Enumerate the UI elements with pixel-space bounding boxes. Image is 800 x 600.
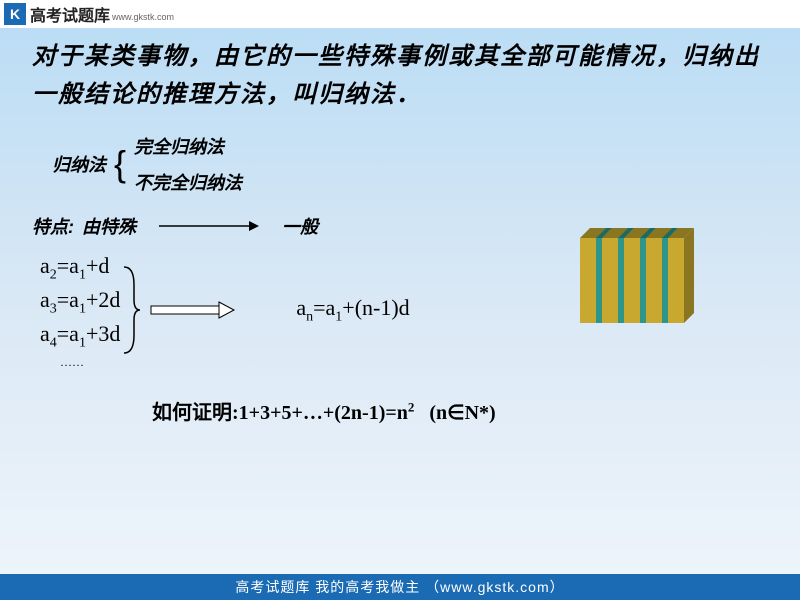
footer-text: 高考试题库 我的高考我做主 （www.gkstk.com） bbox=[235, 577, 564, 597]
header-subtitle: www.gkstk.com bbox=[112, 12, 174, 22]
formula-list: a2=a1+d a3=a1+2d a4=a1+3d …… bbox=[40, 251, 120, 370]
arrow-icon bbox=[154, 216, 264, 236]
definition-text: 对于某类事物，由它的一些特殊事例或其全部可能情况，归纳出一般结论的推理方法，叫归… bbox=[32, 38, 768, 115]
formula-2: a3=a1+2d bbox=[40, 285, 120, 319]
result-formula: an=a1+(n-1)d bbox=[296, 295, 409, 325]
feature-from: 由特殊 bbox=[82, 213, 136, 239]
logo-icon: K bbox=[4, 3, 26, 25]
formula-1: a2=a1+d bbox=[40, 251, 120, 285]
brace-icon: { bbox=[114, 143, 126, 185]
feature-label: 特点: bbox=[32, 213, 74, 239]
right-bracket-icon bbox=[122, 265, 142, 355]
option-incomplete: 不完全归纳法 bbox=[134, 169, 242, 195]
double-arrow-icon bbox=[146, 300, 236, 320]
proof-question: 如何证明:1+3+5+…+(2n-1)=n2 (n∈N*) bbox=[152, 396, 768, 425]
footer-bar: 高考试题库 我的高考我做主 （www.gkstk.com） bbox=[0, 574, 800, 600]
header-bar: K 高考试题库 www.gkstk.com bbox=[0, 0, 800, 28]
header-title: 高考试题库 bbox=[30, 2, 110, 26]
question-prefix: 如何证明: bbox=[152, 402, 239, 424]
books-illustration bbox=[570, 223, 760, 343]
feature-to: 一般 bbox=[282, 213, 318, 239]
question-condition: (n∈N*) bbox=[429, 402, 495, 424]
slide-content: 对于某类事物，由它的一些特殊事例或其全部可能情况，归纳出一般结论的推理方法，叫归… bbox=[0, 28, 800, 425]
method-section: 归纳法 { 完全归纳法 不完全归纳法 bbox=[52, 133, 768, 195]
question-formula: 1+3+5+…+(2n-1)=n2 bbox=[239, 402, 415, 424]
method-label: 归纳法 bbox=[52, 151, 106, 177]
option-complete: 完全归纳法 bbox=[134, 133, 242, 159]
formula-3: a4=a1+3d bbox=[40, 319, 120, 353]
formula-dots: …… bbox=[60, 354, 120, 370]
